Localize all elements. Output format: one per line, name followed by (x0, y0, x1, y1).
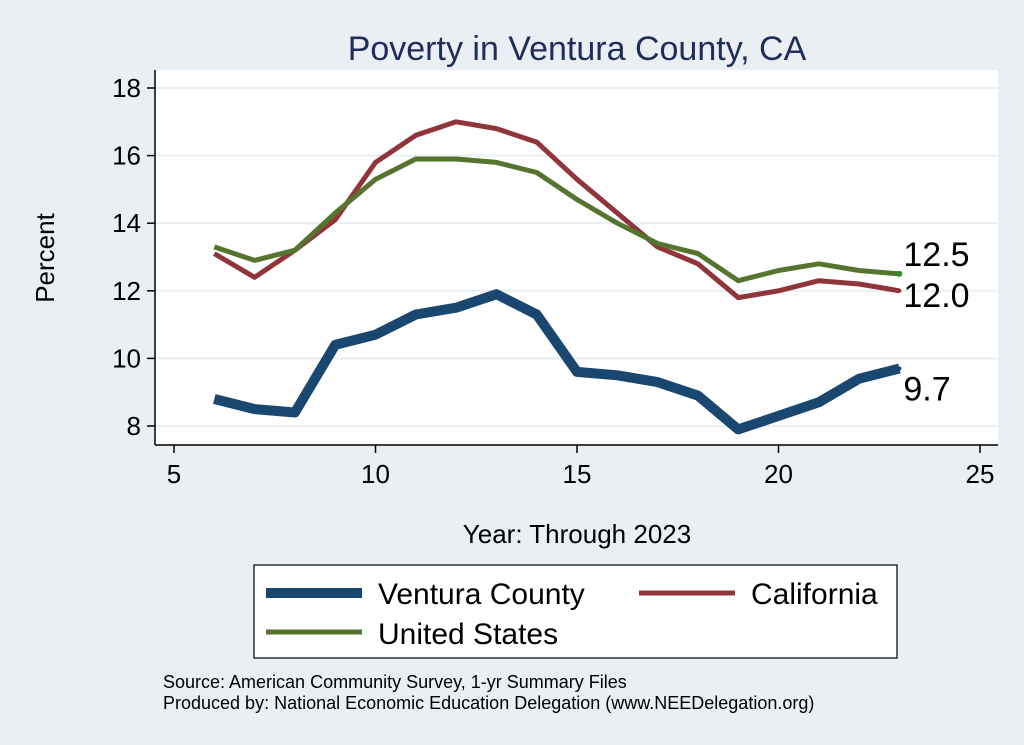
legend-label-ventura-county: Ventura County (378, 578, 585, 611)
y-tick-label: 8 (127, 411, 141, 441)
series-line-ventura-county (213, 289, 901, 435)
y-tick-label: 14 (112, 208, 141, 238)
series-end-marker-united-states (896, 270, 903, 277)
source-note: Source: American Community Survey, 1-yr … (163, 672, 627, 692)
legend: Ventura County California United States (253, 564, 898, 659)
producer-note: Produced by: National Economic Education… (163, 693, 814, 713)
y-tick-label: 16 (112, 141, 141, 171)
end-labels: 9.7 12.012.5 (903, 236, 969, 409)
series-line-california (213, 119, 900, 301)
series-lines (213, 119, 903, 435)
series-line-united-states (213, 156, 900, 284)
end-label-united-states: 12.5 (903, 236, 969, 274)
grid-lines (155, 87, 998, 427)
legend-label-california: California (751, 578, 878, 611)
y-tick-label: 12 (112, 276, 141, 306)
x-tick-label: 15 (563, 459, 592, 489)
y-tick-label: 18 (112, 73, 141, 103)
x-axis-label: Year: Through 2023 (463, 519, 691, 549)
x-tick-label: 25 (966, 459, 995, 489)
series-end-marker-ventura-county (897, 366, 902, 371)
chart-title: Poverty in Ventura County, CA (348, 30, 807, 68)
x-tick-label: 10 (361, 459, 390, 489)
legend-box (253, 564, 898, 659)
legend-label-united-states: United States (378, 618, 558, 651)
series-end-marker-california (897, 288, 902, 293)
y-tick-label: 10 (112, 343, 141, 373)
end-label-ventura-county: 9.7 (903, 371, 950, 409)
axes: 8 10 12 14 16 18 5 10 15 20 25 (112, 70, 998, 489)
end-label-california: 12.0 (903, 277, 969, 315)
x-tick-label: 5 (167, 459, 181, 489)
x-tick-label: 20 (764, 459, 793, 489)
y-axis-label: Percent (30, 212, 60, 302)
